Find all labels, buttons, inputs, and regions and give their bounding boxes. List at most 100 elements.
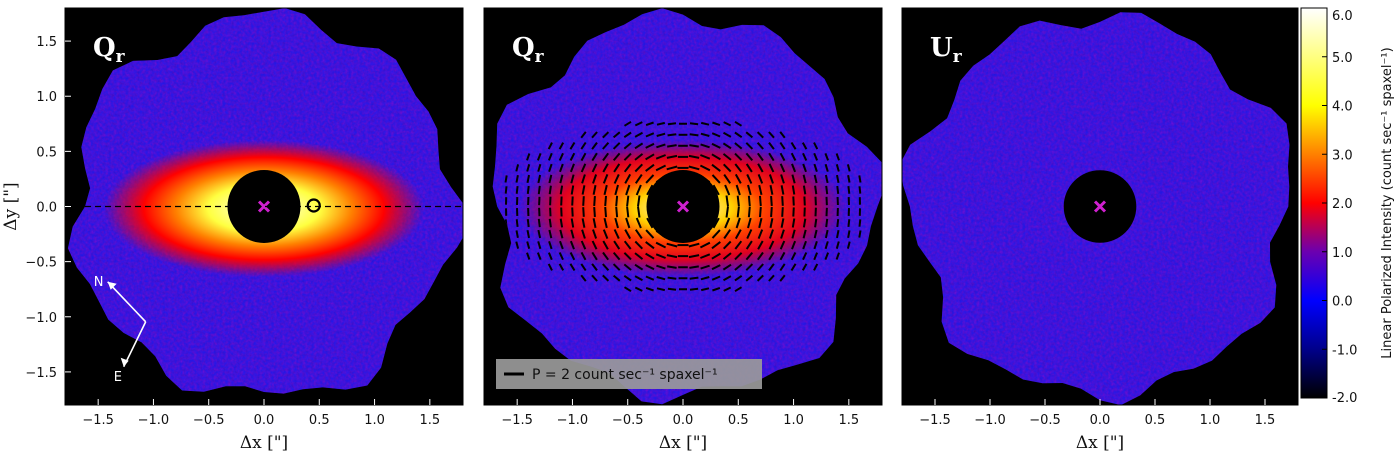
polarization-vector bbox=[723, 174, 732, 184]
polarization-vector bbox=[626, 195, 630, 207]
polarization-vector bbox=[624, 173, 632, 184]
polarization-vector bbox=[700, 264, 710, 270]
polarization-vector bbox=[504, 175, 508, 183]
polarization-vector bbox=[700, 154, 711, 160]
colorbar-tick-label: 0.0 bbox=[1332, 295, 1353, 310]
polarization-vector bbox=[858, 186, 862, 194]
polarization-vector bbox=[602, 229, 609, 239]
polarization-vector bbox=[623, 286, 632, 293]
polarization-vector bbox=[612, 142, 621, 150]
polarization-vector bbox=[747, 184, 752, 196]
polarization-vector bbox=[836, 174, 840, 183]
polarization-vector bbox=[537, 163, 542, 172]
polarization-vector bbox=[645, 252, 655, 260]
polarization-vector bbox=[722, 240, 732, 250]
y-tick-label: 1.5 bbox=[36, 35, 57, 50]
polarization-vector bbox=[613, 163, 621, 173]
polarization-vector bbox=[635, 184, 642, 196]
polarization-vector bbox=[734, 274, 743, 282]
polarization-vector bbox=[615, 195, 619, 207]
polarization-vector bbox=[779, 263, 786, 272]
polarization-vector bbox=[711, 241, 721, 250]
polarization-vector bbox=[756, 142, 764, 150]
polarization-vector bbox=[747, 206, 751, 218]
polarization-vector bbox=[625, 184, 631, 196]
polarization-vector bbox=[745, 274, 754, 282]
polarization-vector bbox=[757, 229, 764, 239]
panel-right: Ur −1.5 −1.0 −0.5 0.0 0.5 1.0 1.5 Δx ["] bbox=[901, 7, 1299, 453]
polarization-vector bbox=[613, 173, 620, 184]
polarization-vector bbox=[581, 185, 586, 195]
polarization-vector bbox=[723, 229, 732, 239]
polarization-vector bbox=[711, 264, 721, 271]
polarization-vector bbox=[526, 164, 531, 172]
polarization-vector bbox=[836, 218, 840, 228]
polarization-vector bbox=[745, 240, 753, 250]
polarization-vector bbox=[582, 207, 585, 217]
polarization-vector bbox=[689, 133, 699, 137]
polarization-vector bbox=[768, 263, 775, 272]
polarization-vector bbox=[700, 121, 710, 126]
polarization-vector bbox=[612, 152, 621, 162]
polarization-vectors bbox=[504, 120, 862, 293]
polarization-vector bbox=[655, 164, 667, 172]
colorbar: 6.0 5.0 4.0 3.0 2.0 1.0 0.0 -1.0 -2.0 Linear Pola… bbox=[1300, 7, 1395, 406]
polarization-vector bbox=[757, 240, 764, 250]
polarization-vector bbox=[790, 141, 797, 150]
polarization-vector bbox=[722, 252, 732, 260]
polarization-vector bbox=[813, 174, 818, 184]
polarization-vector bbox=[623, 240, 632, 250]
star-marker bbox=[676, 200, 690, 213]
polarization-vector bbox=[736, 195, 740, 207]
polarization-vector bbox=[612, 274, 621, 282]
polarization-vector bbox=[645, 121, 654, 127]
polarization-vector bbox=[558, 263, 565, 271]
vector-legend: P = 2 count sec⁻¹ spaxel⁻¹ bbox=[496, 359, 762, 389]
polarization-vector bbox=[836, 185, 840, 195]
vector-legend-text: P = 2 count sec⁻¹ spaxel⁻¹ bbox=[532, 367, 718, 383]
polarization-vector bbox=[625, 217, 631, 229]
polarization-vector bbox=[667, 276, 677, 280]
polarization-vector bbox=[569, 263, 576, 272]
x-tick-label: 1.0 bbox=[1200, 413, 1221, 428]
polarization-vector bbox=[790, 252, 797, 261]
polarization-vector bbox=[813, 229, 818, 239]
polarization-vector bbox=[722, 153, 732, 161]
polarization-vector bbox=[711, 163, 721, 172]
polarization-vector bbox=[734, 229, 742, 240]
polarization-vector bbox=[779, 274, 786, 282]
polarization-vector bbox=[592, 229, 598, 239]
polarization-vector bbox=[723, 121, 732, 127]
polarization-vector bbox=[558, 152, 564, 161]
polarization-vector bbox=[847, 219, 851, 228]
x-tick-label: 0.5 bbox=[728, 413, 749, 428]
polarization-vector bbox=[646, 217, 654, 229]
polarization-vector bbox=[791, 174, 796, 184]
polarization-vector bbox=[847, 175, 851, 183]
polarization-vector bbox=[591, 152, 598, 162]
polarization-vector bbox=[591, 141, 598, 150]
polarization-vector bbox=[581, 174, 586, 184]
polarization-vector bbox=[603, 217, 608, 229]
polarization-vector bbox=[591, 240, 598, 250]
x-tick-label: 1.5 bbox=[838, 413, 859, 428]
polarization-vector bbox=[745, 142, 754, 150]
polarization-vector bbox=[634, 263, 644, 271]
polarization-vector bbox=[824, 241, 829, 250]
polarization-vector bbox=[580, 240, 587, 250]
polarization-vector bbox=[734, 142, 743, 150]
polarization-vector bbox=[526, 218, 530, 228]
polarization-vector bbox=[612, 251, 621, 261]
polarization-vector bbox=[604, 195, 607, 207]
polarization-vector bbox=[688, 254, 700, 259]
polarization-vector bbox=[624, 229, 632, 240]
polarization-vector bbox=[537, 185, 541, 195]
polarization-vector bbox=[645, 275, 655, 281]
polarization-vector bbox=[634, 163, 644, 173]
polarization-vector bbox=[623, 120, 632, 127]
polarization-vector bbox=[602, 251, 610, 261]
polarization-vector bbox=[548, 174, 553, 184]
polarization-vector bbox=[824, 252, 830, 260]
panel-label: Qr bbox=[512, 33, 545, 67]
